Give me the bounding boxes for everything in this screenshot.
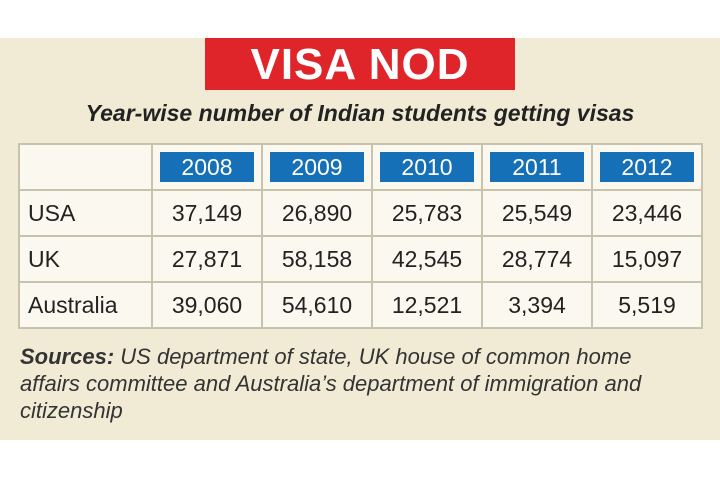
country-cell: UK xyxy=(18,235,153,283)
panel: VISA NOD Year-wise number of Indian stud… xyxy=(0,38,720,440)
count-cell: 58,158 xyxy=(261,235,373,283)
count-cell: 42,545 xyxy=(371,235,483,283)
year-cell: 2012 xyxy=(591,143,703,191)
count-cell: 23,446 xyxy=(591,189,703,237)
count-cell: 39,060 xyxy=(151,281,263,329)
country-cell: USA xyxy=(18,189,153,237)
year-label: 2012 xyxy=(600,152,694,182)
title: VISA NOD xyxy=(205,38,515,90)
sources-label: Sources: xyxy=(20,344,115,369)
count-cell: 25,549 xyxy=(481,189,593,237)
subtitle: Year-wise number of Indian students gett… xyxy=(85,100,635,126)
year-label: 2011 xyxy=(490,152,584,182)
count-cell: 15,097 xyxy=(591,235,703,283)
year-cell: 2009 xyxy=(261,143,373,191)
header-row: 2008 2009 2010 2011 2012 xyxy=(18,143,703,191)
count-cell: 54,610 xyxy=(261,281,373,329)
data-row: UK 27,871 58,158 42,545 28,774 15,097 xyxy=(18,235,703,283)
count-cell: 28,774 xyxy=(481,235,593,283)
count-cell: 5,519 xyxy=(591,281,703,329)
data-row: USA 37,149 26,890 25,783 25,549 23,446 xyxy=(18,189,703,237)
count-cell: 37,149 xyxy=(151,189,263,237)
country-cell: Australia xyxy=(18,281,153,329)
sources: Sources: US department of state, UK hous… xyxy=(20,343,685,424)
count-cell: 25,783 xyxy=(371,189,483,237)
count-cell: 27,871 xyxy=(151,235,263,283)
year-label: 2009 xyxy=(270,152,364,182)
count-cell: 26,890 xyxy=(261,189,373,237)
year-cell: 2010 xyxy=(371,143,483,191)
year-cell: 2011 xyxy=(481,143,593,191)
data-row: Australia 39,060 54,610 12,521 3,394 5,519 xyxy=(18,281,703,329)
year-cell: 2008 xyxy=(151,143,263,191)
sources-text: US department of state, UK house of comm… xyxy=(20,344,642,423)
visa-table: 2008 2009 2010 2011 2012 USA 37,149 26,890 25,78… xyxy=(18,143,703,329)
year-label: 2010 xyxy=(380,152,474,182)
count-cell: 3,394 xyxy=(481,281,593,329)
corner-cell xyxy=(18,143,153,191)
year-label: 2008 xyxy=(160,152,254,182)
count-cell: 12,521 xyxy=(371,281,483,329)
